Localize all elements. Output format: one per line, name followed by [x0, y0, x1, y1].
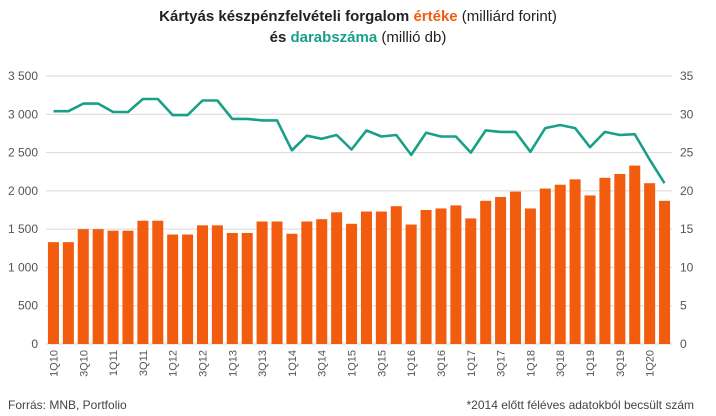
bar	[495, 196, 507, 344]
x-tick-label: 3Q12	[198, 350, 210, 377]
bar	[599, 177, 611, 344]
x-tick-label: 1Q13	[227, 350, 239, 377]
x-tick-label: 3Q18	[555, 350, 567, 377]
x-tick-label: 3Q15	[376, 350, 388, 377]
bar	[524, 208, 536, 344]
x-tick-label: 1Q20	[645, 350, 657, 377]
y-left-tick-label: 1 500	[8, 222, 38, 236]
bar	[107, 230, 119, 344]
chart-title-line-1: Kártyás készpénzfelvételi forgalom érték…	[0, 6, 716, 27]
bar	[92, 229, 104, 344]
bar	[480, 200, 492, 344]
bar	[167, 234, 179, 344]
bar	[465, 218, 477, 344]
bar	[420, 210, 432, 344]
chart-title: Kártyás készpénzfelvételi forgalom érték…	[0, 6, 716, 48]
y-right-tick-label: 25	[680, 146, 694, 160]
bar	[137, 220, 149, 344]
x-tick-label: 1Q16	[406, 350, 418, 377]
bar	[182, 234, 194, 344]
bar	[346, 223, 358, 344]
y-right-tick-label: 30	[680, 107, 694, 121]
bar	[629, 165, 641, 344]
bar	[360, 211, 372, 344]
source-note: Forrás: MNB, Portfolio	[8, 398, 127, 412]
bar	[509, 191, 522, 344]
x-tick-label: 1Q12	[168, 350, 180, 377]
title-line1-highlight: értéke	[413, 8, 458, 25]
y-left-tick-label: 2 000	[8, 184, 38, 198]
y-left-tick-label: 3 500	[8, 69, 38, 83]
bar	[122, 230, 134, 344]
y-right-tick-label: 5	[680, 299, 687, 313]
x-tick-label: 1Q18	[525, 350, 537, 377]
bar	[316, 219, 328, 344]
chart-title-line-2: és darabszáma (millió db)	[0, 27, 716, 48]
bar	[644, 183, 656, 344]
bar	[584, 195, 596, 344]
bar	[375, 211, 387, 344]
x-tick-label: 1Q11	[108, 350, 120, 376]
title-line2-post: (millió db)	[377, 29, 447, 46]
bar	[554, 184, 566, 344]
y-left-tick-label: 500	[18, 299, 38, 313]
x-tick-label: 3Q14	[317, 350, 329, 377]
x-tick-label: 3Q16	[436, 350, 448, 377]
bar	[659, 200, 671, 344]
x-tick-label: 3Q17	[496, 350, 508, 377]
bar	[271, 221, 283, 344]
bar	[196, 225, 209, 344]
title-line1-pre: Kártyás készpénzfelvételi forgalom	[159, 8, 414, 25]
x-tick-label: 3Q10	[78, 350, 90, 377]
title-line2-pre: és	[269, 29, 291, 46]
bar	[614, 174, 626, 344]
x-tick-label: 1Q17	[466, 350, 478, 377]
bar	[435, 208, 447, 344]
y-right-tick-label: 0	[680, 337, 687, 351]
bar	[405, 224, 417, 344]
y-left-tick-label: 3 000	[8, 107, 38, 121]
bar	[211, 225, 223, 344]
x-tick-label: 3Q13	[257, 350, 269, 377]
x-tick-label: 1Q19	[585, 350, 597, 377]
y-left-tick-label: 1 000	[8, 260, 38, 274]
bar	[390, 206, 402, 344]
y-right-tick-label: 35	[680, 69, 694, 83]
combo-chart: 0 0 500 5 1 000 10 1 500 15 2 000 20 2 500 25 3 000 3…	[8, 69, 694, 377]
bar	[450, 205, 462, 344]
bar	[539, 188, 551, 344]
y-right-tick-label: 20	[680, 184, 694, 198]
bar	[569, 179, 581, 344]
bar	[226, 232, 238, 344]
bar	[152, 220, 164, 344]
title-line1-post: (milliárd forint)	[457, 8, 557, 25]
y-left-tick-label: 2 500	[8, 146, 38, 160]
x-tick-label: 3Q11	[138, 350, 150, 376]
footnote: *2014 előtt féléves adatokból becsült sz…	[466, 398, 694, 412]
x-tick-label: 1Q15	[347, 350, 359, 377]
x-tick-label: 1Q10	[48, 350, 60, 377]
bar	[62, 242, 74, 344]
x-tick-label: 3Q19	[615, 350, 627, 377]
y-right-tick-label: 10	[680, 260, 694, 274]
x-tick-label: 1Q14	[287, 350, 299, 377]
y-right-tick-label: 15	[680, 222, 694, 236]
bar	[47, 242, 59, 344]
bar	[331, 212, 343, 344]
bar	[301, 221, 313, 344]
y-left-tick-label: 0	[31, 337, 38, 351]
bar	[256, 221, 268, 344]
bar	[77, 229, 89, 344]
title-line2-highlight: darabszáma	[290, 29, 378, 46]
bar	[241, 232, 253, 344]
series-line	[53, 97, 666, 184]
bar	[286, 233, 298, 344]
